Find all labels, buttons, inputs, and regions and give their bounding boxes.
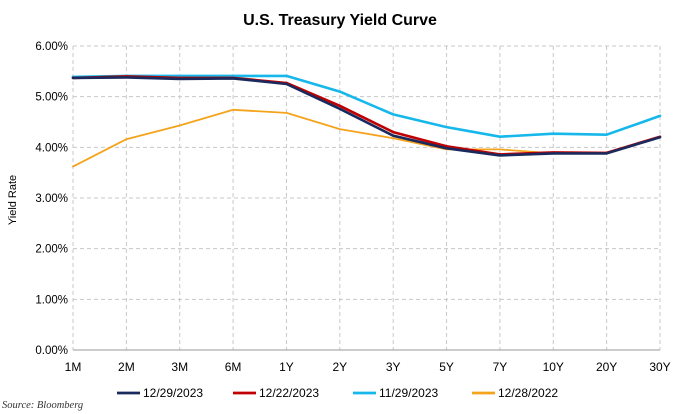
x-tick-label: 2M (118, 360, 135, 374)
y-tick-label: 0.00% (35, 345, 68, 357)
x-tick-label: 3M (171, 360, 188, 374)
x-tick-label: 5Y (439, 360, 454, 374)
x-tick-label: 10Y (543, 360, 564, 374)
y-axis-label: Yield Rate (7, 175, 19, 225)
series-line (71, 75, 662, 156)
source-note: Source: Bloomberg (2, 400, 83, 411)
x-tick-label: 7Y (493, 360, 508, 374)
series-line (72, 108, 555, 168)
y-axis-ticks: 0.00% 1.00% 2.00% 3.00% 4.00% 5.00% 6.00% (35, 41, 68, 357)
x-tick-label: 30Y (649, 360, 670, 374)
legend: 12/29/2023 12/22/2023 11/29/2023 12/28/2022 (117, 386, 558, 400)
x-tick-label: 1Y (279, 360, 294, 374)
x-tick-label: 3Y (386, 360, 401, 374)
y-tick-label: 6.00% (35, 41, 68, 53)
y-tick-label: 3.00% (35, 193, 68, 205)
series-lines (71, 74, 662, 168)
y-tick-label: 5.00% (35, 92, 68, 104)
y-tick-label: 4.00% (35, 142, 68, 154)
y-tick-label: 1.00% (35, 294, 68, 306)
chart-title: U.S. Treasury Yield Curve (243, 12, 437, 29)
x-tick-label: 2Y (332, 360, 347, 374)
legend-label: 12/28/2022 (498, 386, 558, 400)
legend-label: 12/29/2023 (143, 386, 203, 400)
grid (72, 45, 661, 351)
x-axis-ticks: 1M 2M 3M 6M 1Y 2Y 3Y 5Y 7Y 10Y 20Y 30Y (65, 360, 671, 374)
x-tick-label: 6M (225, 360, 242, 374)
x-tick-label: 20Y (596, 360, 617, 374)
series-line (71, 74, 662, 138)
legend-label: 11/29/2023 (379, 386, 438, 400)
y-tick-label: 2.00% (35, 244, 68, 256)
series-line (71, 76, 662, 157)
legend-label: 12/22/2023 (259, 386, 319, 400)
x-tick-label: 1M (65, 360, 82, 374)
